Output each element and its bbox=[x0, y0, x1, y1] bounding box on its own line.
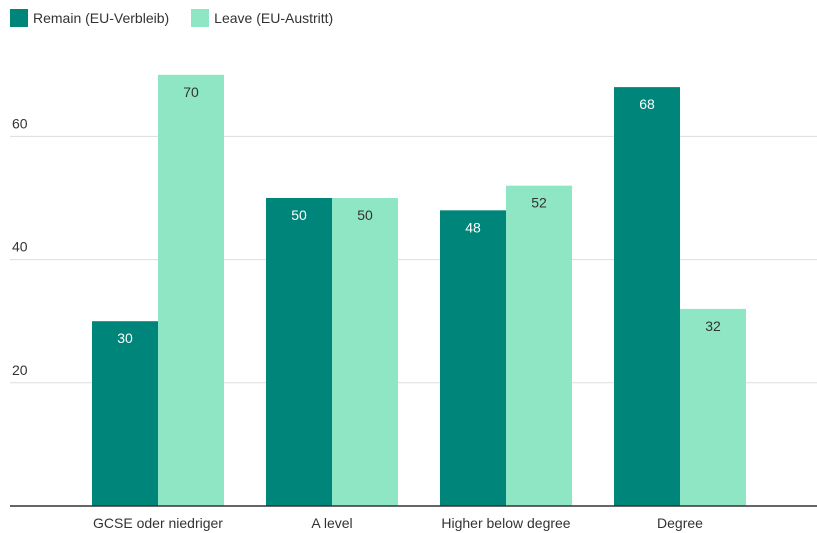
bar-leave-3 bbox=[680, 308, 746, 506]
data-label-remain-3: 68 bbox=[639, 96, 655, 112]
legend-item-leave: Leave (EU-Austritt) bbox=[191, 9, 333, 27]
legend: Remain (EU-Verbleib) Leave (EU-Austritt) bbox=[10, 8, 355, 28]
bar-remain-0 bbox=[92, 321, 158, 506]
legend-swatch-leave bbox=[191, 9, 210, 27]
legend-label-leave: Leave (EU-Austritt) bbox=[214, 10, 334, 26]
data-label-remain-1: 50 bbox=[291, 207, 307, 223]
data-label-remain-2: 48 bbox=[465, 219, 481, 235]
legend-swatch-remain bbox=[10, 9, 28, 27]
x-tick-label-3: Degree bbox=[657, 515, 703, 531]
bar-remain-3 bbox=[614, 87, 680, 507]
y-tick-label-40: 40 bbox=[12, 239, 28, 255]
bar-remain-1 bbox=[266, 198, 332, 506]
bar-remain-2 bbox=[440, 210, 506, 506]
legend-item-remain: Remain (EU-Verbleib) bbox=[10, 9, 169, 27]
legend-label-remain: Remain (EU-Verbleib) bbox=[33, 10, 170, 26]
x-tick-label-2: Higher below degree bbox=[441, 515, 570, 531]
bar-leave-2 bbox=[506, 185, 572, 506]
data-label-leave-1: 50 bbox=[357, 207, 373, 223]
x-tick-label-0: GCSE oder niedriger bbox=[93, 515, 223, 531]
bar-leave-1 bbox=[332, 198, 398, 506]
bar-leave-0 bbox=[158, 74, 224, 507]
data-label-leave-0: 70 bbox=[183, 84, 199, 100]
data-label-leave-3: 32 bbox=[705, 318, 721, 334]
x-tick-label-1: A level bbox=[311, 515, 352, 531]
data-label-remain-0: 30 bbox=[117, 330, 133, 346]
data-label-leave-2: 52 bbox=[531, 195, 547, 211]
y-tick-label-20: 20 bbox=[12, 362, 28, 378]
y-tick-label-60: 60 bbox=[12, 115, 28, 131]
